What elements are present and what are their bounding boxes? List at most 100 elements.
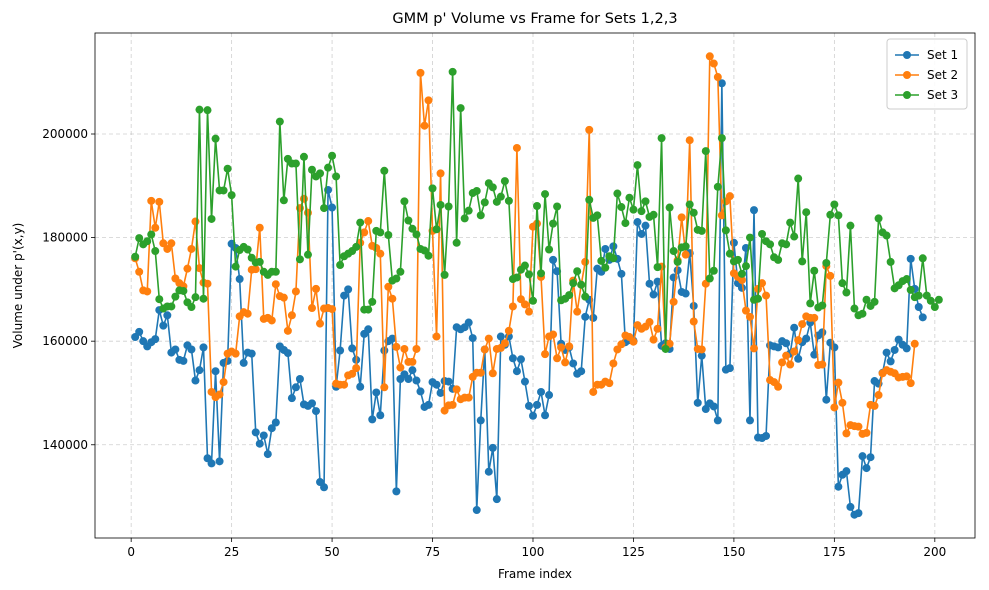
data-point [432,332,441,341]
data-point [585,125,594,134]
data-point [581,292,590,301]
data-point [444,202,453,211]
x-tick-label: 175 [823,545,846,559]
data-point [223,164,232,173]
data-point [243,309,252,318]
data-point [830,343,839,352]
data-point [279,293,288,302]
data-point [283,326,292,335]
data-point [504,326,513,335]
data-point [251,265,260,274]
data-point [798,320,807,329]
data-point [802,334,811,343]
data-point [701,405,710,414]
data-point [151,335,160,344]
data-point [376,411,385,420]
data-point [697,345,706,354]
data-point [356,218,365,227]
data-point [452,385,461,394]
data-point [303,250,312,259]
data-point [866,453,875,462]
data-point [818,301,827,310]
data-point [902,344,911,353]
data-point [774,255,783,264]
plot-area [94,32,976,539]
data-point [846,221,855,230]
data-point [464,393,473,402]
data-point [645,318,654,327]
data-point [685,136,694,145]
data-point [609,254,618,263]
data-point [549,219,558,228]
data-point [934,295,943,304]
data-point [287,394,296,403]
data-point [151,247,160,256]
data-point [432,225,441,234]
data-point [392,274,401,283]
data-point [332,172,341,181]
data-point [693,398,702,407]
data-point [573,307,582,316]
data-point [320,204,329,213]
data-point [918,254,927,263]
data-point [279,196,288,205]
data-point [500,339,509,348]
data-point [528,411,537,420]
data-point [299,152,308,161]
data-point [159,239,168,248]
data-point [617,340,626,349]
data-point [834,211,843,220]
data-point [376,249,385,258]
data-point [617,269,626,278]
data-point [135,267,144,276]
data-point [520,377,529,386]
data-point [537,387,546,396]
data-point [725,192,734,201]
data-point [541,350,550,359]
data-point [203,279,212,288]
data-point [484,334,493,343]
data-point [195,264,204,273]
data-point [778,358,787,367]
data-point [412,230,421,239]
data-point [758,229,767,238]
data-point [328,305,337,314]
data-point [621,219,630,228]
data-point [573,267,582,276]
data-point [151,223,160,232]
data-point [476,416,485,425]
data-point [581,257,590,266]
data-point [790,323,799,332]
data-point [545,245,554,254]
data-point [316,319,325,328]
data-point [239,358,248,367]
x-tick-label: 150 [722,545,745,559]
data-point [593,211,602,220]
data-point [782,351,791,360]
data-point [444,377,453,386]
data-point [673,266,682,275]
data-point [717,79,726,88]
data-point [705,274,714,283]
data-point [549,255,558,264]
data-point [215,457,224,466]
data-point [653,277,662,286]
data-point [581,312,590,321]
data-point [344,285,353,294]
data-point [408,366,417,375]
data-point [585,195,594,204]
data-point [404,216,413,225]
data-point [328,151,337,160]
data-point [320,483,329,492]
data-point [786,360,795,369]
data-point [629,337,638,346]
data-point [524,401,533,410]
data-point [295,374,304,383]
data-point [291,383,300,392]
data-point [737,276,746,285]
data-point [336,261,345,270]
data-point [745,416,754,425]
x-tick-label: 0 [127,545,135,559]
data-point [428,184,437,193]
data-point [199,294,208,303]
